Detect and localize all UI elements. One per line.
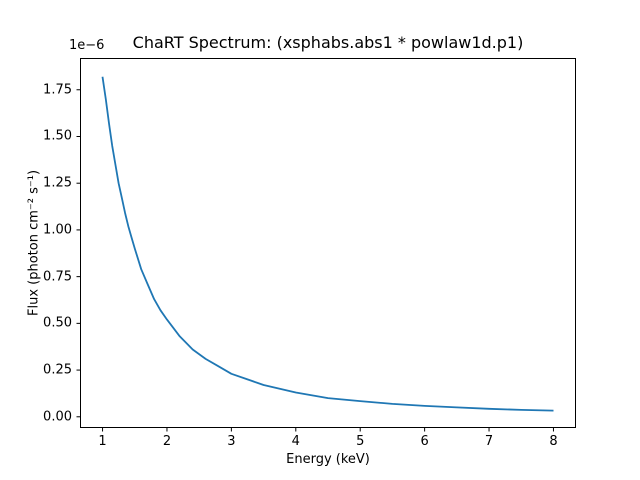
- x-tick-label: 1: [98, 434, 107, 449]
- x-tick-label: 8: [549, 434, 558, 449]
- y-tick-label: 0.75: [43, 269, 72, 285]
- y-tick-label: 0.50: [43, 315, 72, 331]
- x-tick-label: 2: [162, 434, 172, 449]
- y-tick-label: 0.00: [43, 409, 72, 425]
- axes-frame: [80, 58, 576, 428]
- y-tick-label: 0.25: [43, 362, 72, 378]
- x-tick-label: 7: [484, 434, 494, 449]
- y-tick-label: 1.25: [43, 175, 72, 191]
- y-tick-label: 1.50: [43, 128, 72, 144]
- y-tick-label: 1.75: [43, 82, 72, 98]
- plot-title: ChaRT Spectrum: (xsphabs.abs1 * powlaw1d…: [132, 33, 524, 52]
- x-tick-label: 3: [227, 434, 236, 449]
- x-tick-label: 5: [356, 434, 365, 449]
- y-axis-offset-label: 1e−6: [69, 38, 105, 53]
- y-tick-label: 1.00: [43, 222, 72, 238]
- x-tick-label: 4: [291, 434, 300, 449]
- x-tick-label: 6: [420, 434, 429, 449]
- x-axis-label: Energy (keV): [286, 452, 370, 467]
- y-axis-label: Flux (photon cm⁻² s⁻¹): [26, 169, 42, 317]
